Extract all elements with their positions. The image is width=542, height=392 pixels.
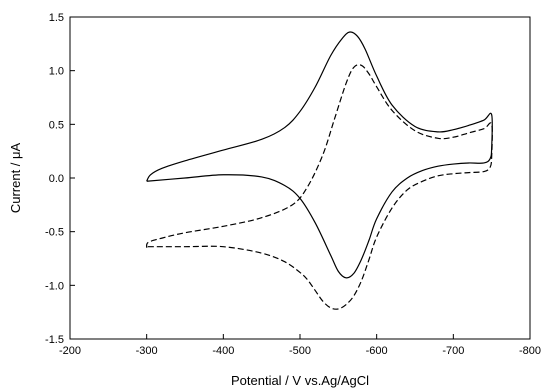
- dashed-series-line: [145, 64, 493, 310]
- x-axis-title: Potential / V vs.Ag/AgCl: [231, 373, 369, 388]
- x-tick-label: -500: [289, 345, 311, 357]
- series-group: [145, 31, 493, 310]
- x-tick-label: -400: [212, 345, 234, 357]
- y-axis-title: Current / μA: [8, 143, 23, 214]
- plot-frame: [69, 16, 531, 340]
- y-tick-label: 0.0: [49, 173, 64, 185]
- solid-series-line: [146, 31, 493, 279]
- y-axis: 1.5 1.0 0.5 0.0 -0.5 -1.0 -1.5: [45, 12, 75, 346]
- y-tick-label: 0.5: [49, 119, 64, 131]
- y-tick-label: -1.5: [45, 334, 64, 346]
- y-tick-label: -0.5: [45, 227, 64, 239]
- x-tick-label: -200: [59, 345, 81, 357]
- x-axis: -200 -300 -400 -500 -600 -700 -800: [59, 334, 541, 357]
- y-tick-label: 1.5: [49, 12, 64, 24]
- x-tick-label: -700: [442, 345, 464, 357]
- y-tick-label: -1.0: [45, 280, 64, 292]
- y-tick-label: 1.0: [49, 66, 64, 78]
- x-tick-label: -800: [519, 345, 541, 357]
- x-tick-label: -600: [366, 345, 388, 357]
- x-tick-label: -300: [136, 345, 158, 357]
